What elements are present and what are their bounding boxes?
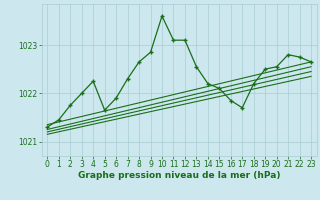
X-axis label: Graphe pression niveau de la mer (hPa): Graphe pression niveau de la mer (hPa) <box>78 171 280 180</box>
